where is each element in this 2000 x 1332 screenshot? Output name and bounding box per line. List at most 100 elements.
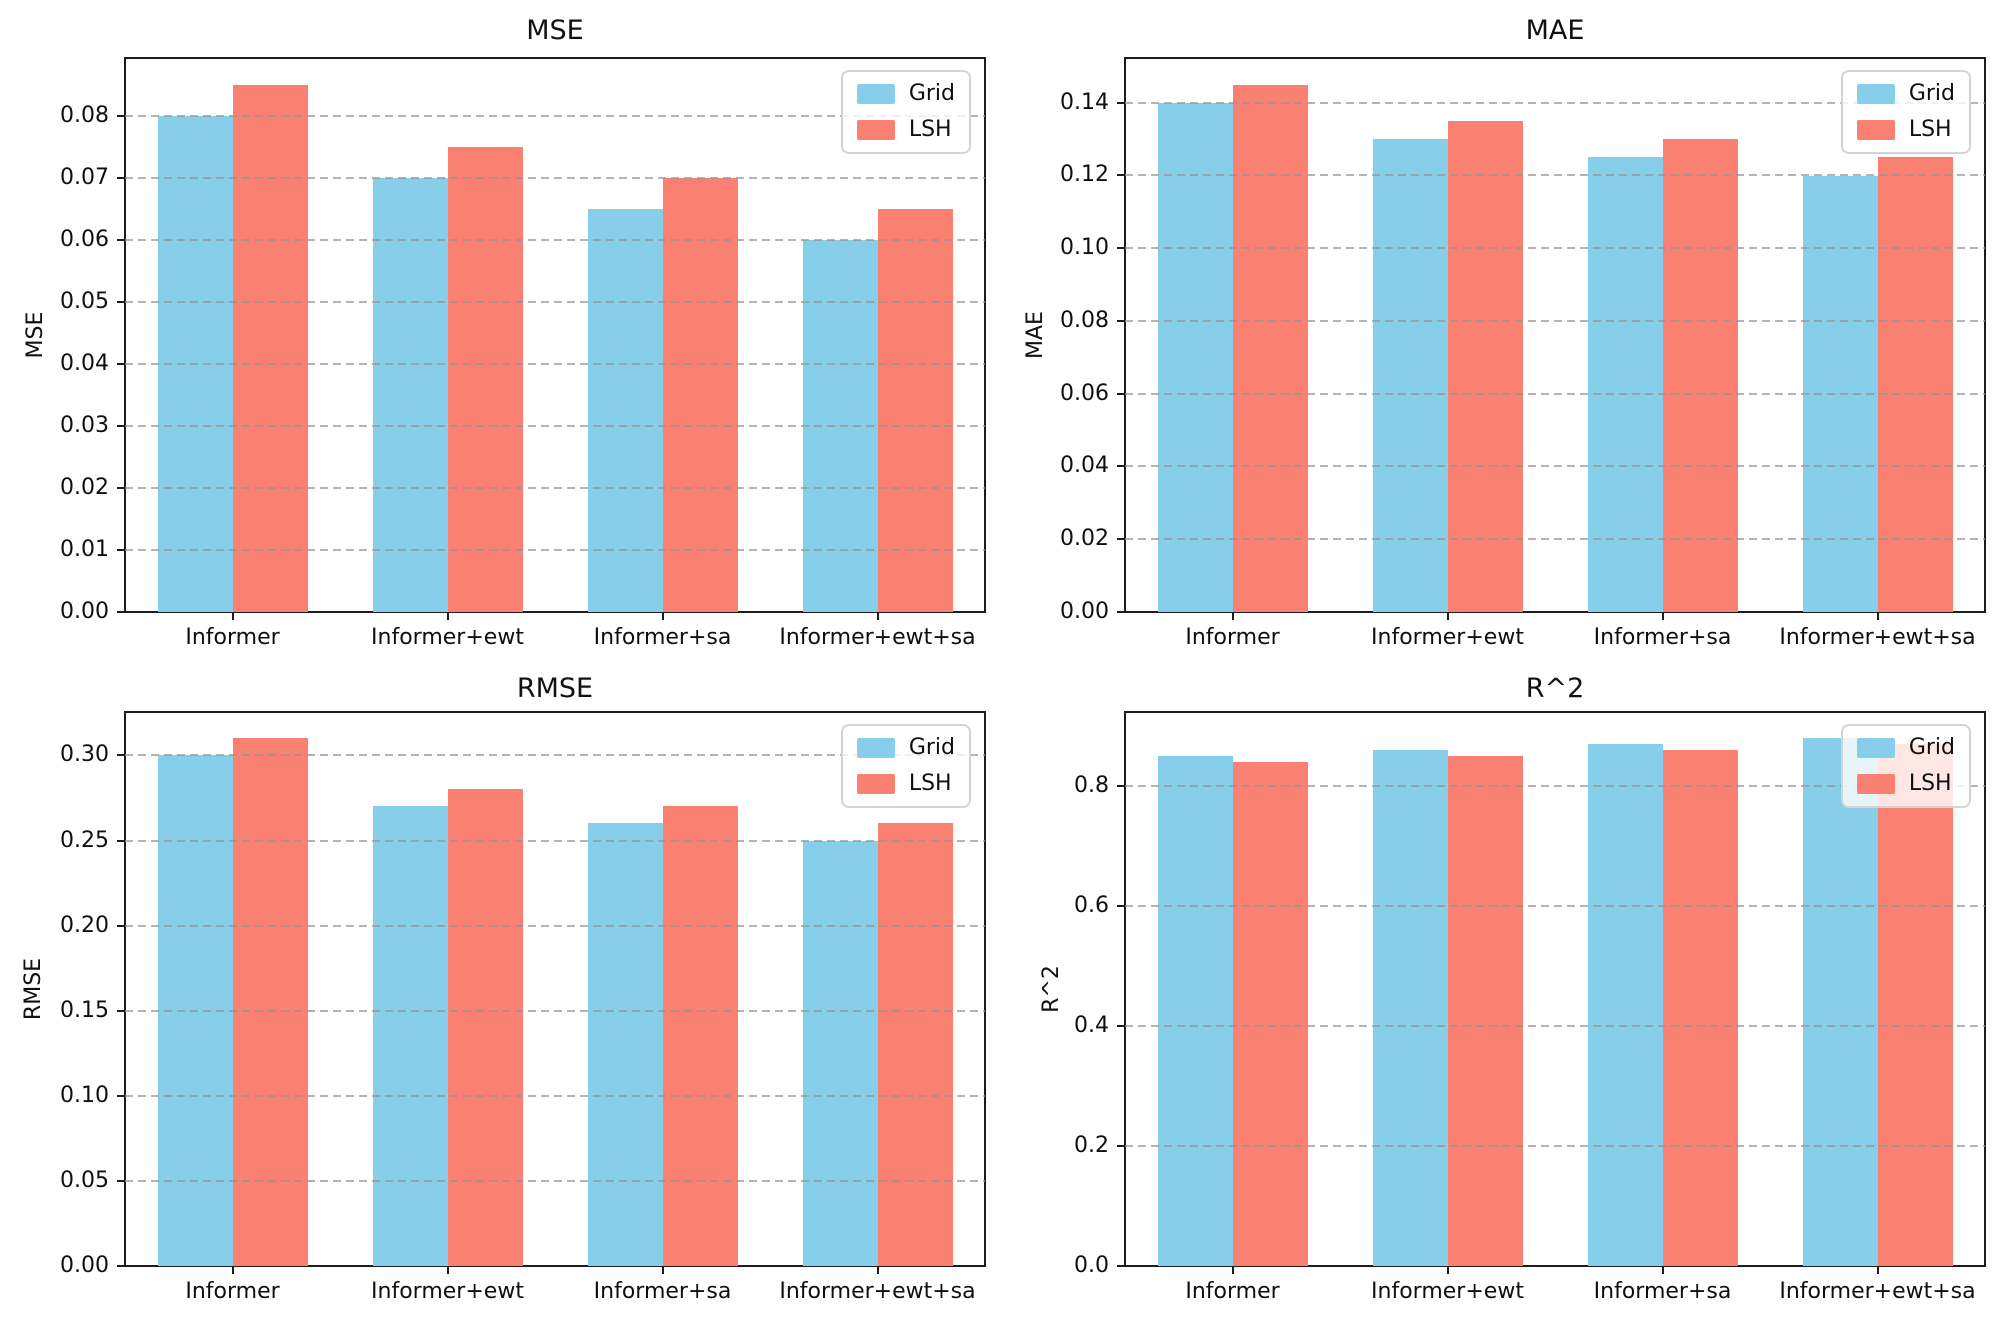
legend-label-grid: Grid bbox=[908, 81, 955, 106]
subplot-mae: MAE MAE Grid LSH 0.00 0.02 0.04 0.06 0.08 0.10… bbox=[1000, 0, 2000, 666]
y-tick-label: 0.03 bbox=[60, 412, 109, 438]
y-tick-label: 0.00 bbox=[60, 599, 109, 624]
legend: Grid LSH bbox=[1840, 70, 1971, 154]
y-tick-label: 0.25 bbox=[60, 827, 109, 853]
gridline bbox=[125, 176, 985, 179]
legend: Grid LSH bbox=[840, 724, 971, 808]
gridline bbox=[1125, 1145, 1985, 1148]
x-tick-mark bbox=[1231, 1266, 1234, 1274]
gridline bbox=[125, 1094, 985, 1097]
y-tick-mark bbox=[117, 486, 125, 489]
legend-item-lsh: LSH bbox=[856, 117, 955, 143]
gridline bbox=[1125, 319, 1985, 322]
gridline bbox=[125, 486, 985, 489]
bar-grid-informer-ewt bbox=[372, 806, 448, 1266]
x-tick-mark bbox=[1446, 1266, 1449, 1274]
y-tick-label: 0.05 bbox=[60, 288, 109, 314]
y-tick-label: 0.10 bbox=[60, 1082, 109, 1108]
legend-label-grid: Grid bbox=[1908, 735, 1955, 760]
y-tick-label: 0.30 bbox=[60, 742, 109, 768]
legend: Grid LSH bbox=[1840, 724, 1971, 808]
y-tick-mark bbox=[117, 754, 125, 757]
bar-lsh-informer-ewt-sa bbox=[1877, 744, 1953, 1266]
x-tick-label: Informer bbox=[185, 625, 280, 650]
y-tick-label: 0.05 bbox=[60, 1167, 109, 1193]
x-tick-mark bbox=[876, 1266, 879, 1274]
bar-grid-informer-ewt-sa bbox=[802, 840, 878, 1266]
y-axis-label-r2: R^2 bbox=[1039, 965, 1064, 1013]
gridline bbox=[1125, 101, 1985, 104]
legend-label-lsh: LSH bbox=[1908, 771, 1952, 796]
bar-grid-informer-sa bbox=[587, 823, 663, 1266]
subplot-rmse: RMSE RMSE Grid LSH 0.00 0.05 0.10 0.15 0.20 0.… bbox=[0, 666, 1000, 1332]
gridline bbox=[125, 548, 985, 551]
x-tick-label: Informer+ewt+sa bbox=[1779, 1279, 1976, 1304]
bar-grid-informer-sa bbox=[1587, 744, 1663, 1266]
y-tick-mark bbox=[117, 1179, 125, 1182]
bar-lsh-informer-sa bbox=[662, 177, 738, 612]
legend-swatch-lsh-icon bbox=[1856, 120, 1895, 140]
legend-swatch-lsh-icon bbox=[1856, 774, 1895, 794]
y-tick-label: 0.15 bbox=[60, 997, 109, 1023]
y-tick-label: 0.08 bbox=[1060, 307, 1109, 333]
bar-grid-informer-ewt bbox=[372, 177, 448, 612]
y-tick-label: 0.2 bbox=[1074, 1133, 1109, 1159]
chart-title-mse: MSE bbox=[526, 15, 584, 46]
legend-label-lsh: LSH bbox=[1908, 117, 1952, 142]
y-tick-mark bbox=[117, 548, 125, 551]
y-tick-mark bbox=[1117, 1025, 1125, 1028]
x-tick-mark bbox=[231, 612, 234, 620]
y-tick-mark bbox=[1117, 785, 1125, 788]
bar-grid-informer bbox=[1157, 756, 1233, 1266]
bar-grid-informer-sa bbox=[1587, 157, 1663, 612]
x-tick-mark bbox=[876, 612, 879, 620]
x-tick-mark bbox=[1231, 612, 1234, 620]
x-tick-mark bbox=[446, 1266, 449, 1274]
y-tick-mark bbox=[117, 1094, 125, 1097]
gridline bbox=[1125, 538, 1985, 541]
bar-lsh-informer-ewt-sa bbox=[1877, 157, 1953, 612]
y-tick-mark bbox=[117, 238, 125, 241]
y-tick-label: 0.02 bbox=[60, 474, 109, 500]
y-tick-label: 0.06 bbox=[60, 226, 109, 252]
gridline bbox=[125, 300, 985, 303]
legend-item-grid: Grid bbox=[856, 81, 955, 107]
x-tick-label: Informer+sa bbox=[593, 1279, 732, 1304]
gridline bbox=[1125, 465, 1985, 468]
chart-title-rmse: RMSE bbox=[516, 673, 594, 704]
y-tick-mark bbox=[117, 300, 125, 303]
y-tick-label: 0.01 bbox=[60, 536, 109, 562]
bar-lsh-informer-ewt bbox=[447, 146, 523, 612]
y-tick-mark bbox=[117, 176, 125, 179]
x-tick-mark bbox=[446, 612, 449, 620]
y-tick-mark bbox=[117, 924, 125, 927]
x-tick-mark bbox=[1876, 612, 1879, 620]
y-tick-label: 0.06 bbox=[1060, 380, 1109, 406]
x-tick-mark bbox=[661, 612, 664, 620]
legend-swatch-grid-icon bbox=[1856, 738, 1895, 758]
y-tick-mark bbox=[117, 362, 125, 365]
legend-label-grid: Grid bbox=[908, 735, 955, 760]
bar-grid-informer-ewt bbox=[1372, 750, 1448, 1266]
bar-grid-informer-ewt bbox=[1372, 139, 1448, 612]
bar-lsh-informer bbox=[232, 84, 308, 612]
gridline bbox=[125, 114, 985, 117]
gridline bbox=[125, 1179, 985, 1182]
bar-lsh-informer-ewt-sa bbox=[877, 823, 953, 1266]
bar-lsh-informer-sa bbox=[1662, 750, 1738, 1266]
y-tick-label: 0.04 bbox=[60, 350, 109, 376]
y-tick-mark bbox=[117, 1009, 125, 1012]
legend-label-grid: Grid bbox=[1908, 81, 1955, 106]
y-tick-mark bbox=[1117, 101, 1125, 104]
legend-label-lsh: LSH bbox=[908, 771, 952, 796]
y-tick-label: 0.00 bbox=[60, 1253, 109, 1278]
bar-lsh-informer-ewt bbox=[1447, 756, 1523, 1266]
chart-title-mae: MAE bbox=[1525, 15, 1585, 46]
bar-grid-informer-ewt-sa bbox=[1802, 738, 1878, 1266]
y-tick-label: 0.6 bbox=[1074, 893, 1109, 919]
y-tick-mark bbox=[1117, 905, 1125, 908]
y-tick-mark bbox=[1117, 319, 1125, 322]
y-tick-label: 0.0 bbox=[1074, 1253, 1109, 1278]
legend-swatch-lsh-icon bbox=[856, 774, 895, 794]
